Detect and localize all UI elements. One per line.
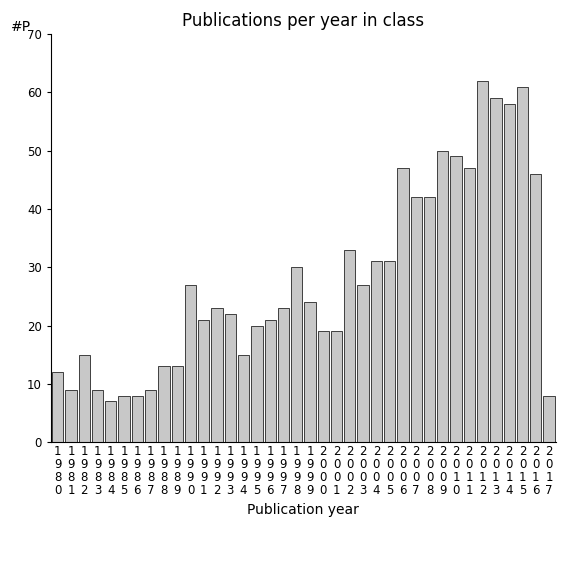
Bar xyxy=(185,285,196,442)
Bar xyxy=(450,156,462,442)
Bar xyxy=(65,390,77,442)
Bar xyxy=(238,355,249,442)
Bar xyxy=(264,320,276,442)
Bar xyxy=(278,308,289,442)
Bar xyxy=(437,151,448,442)
Bar xyxy=(251,325,263,442)
Bar xyxy=(371,261,382,442)
Y-axis label: #P: #P xyxy=(11,20,31,34)
Bar xyxy=(543,396,555,442)
Bar xyxy=(384,261,395,442)
Bar xyxy=(503,104,515,442)
Bar xyxy=(225,314,236,442)
Bar xyxy=(291,267,302,442)
Bar xyxy=(344,250,356,442)
Bar xyxy=(477,81,488,442)
Bar xyxy=(490,98,502,442)
Bar xyxy=(357,285,369,442)
Bar xyxy=(132,396,143,442)
Bar xyxy=(172,366,183,442)
Bar xyxy=(52,373,64,442)
Bar xyxy=(145,390,156,442)
Bar xyxy=(530,174,541,442)
Bar xyxy=(158,366,170,442)
Bar xyxy=(424,197,435,442)
Title: Publications per year in class: Publications per year in class xyxy=(182,12,425,29)
Bar xyxy=(331,332,342,442)
Bar xyxy=(105,401,116,442)
Bar xyxy=(92,390,103,442)
Bar xyxy=(304,302,316,442)
Bar xyxy=(211,308,223,442)
X-axis label: Publication year: Publication year xyxy=(247,502,359,517)
Bar xyxy=(318,332,329,442)
Bar xyxy=(517,87,528,442)
Bar xyxy=(119,396,130,442)
Bar xyxy=(464,168,475,442)
Bar xyxy=(198,320,209,442)
Bar xyxy=(397,168,409,442)
Bar xyxy=(79,355,90,442)
Bar xyxy=(411,197,422,442)
